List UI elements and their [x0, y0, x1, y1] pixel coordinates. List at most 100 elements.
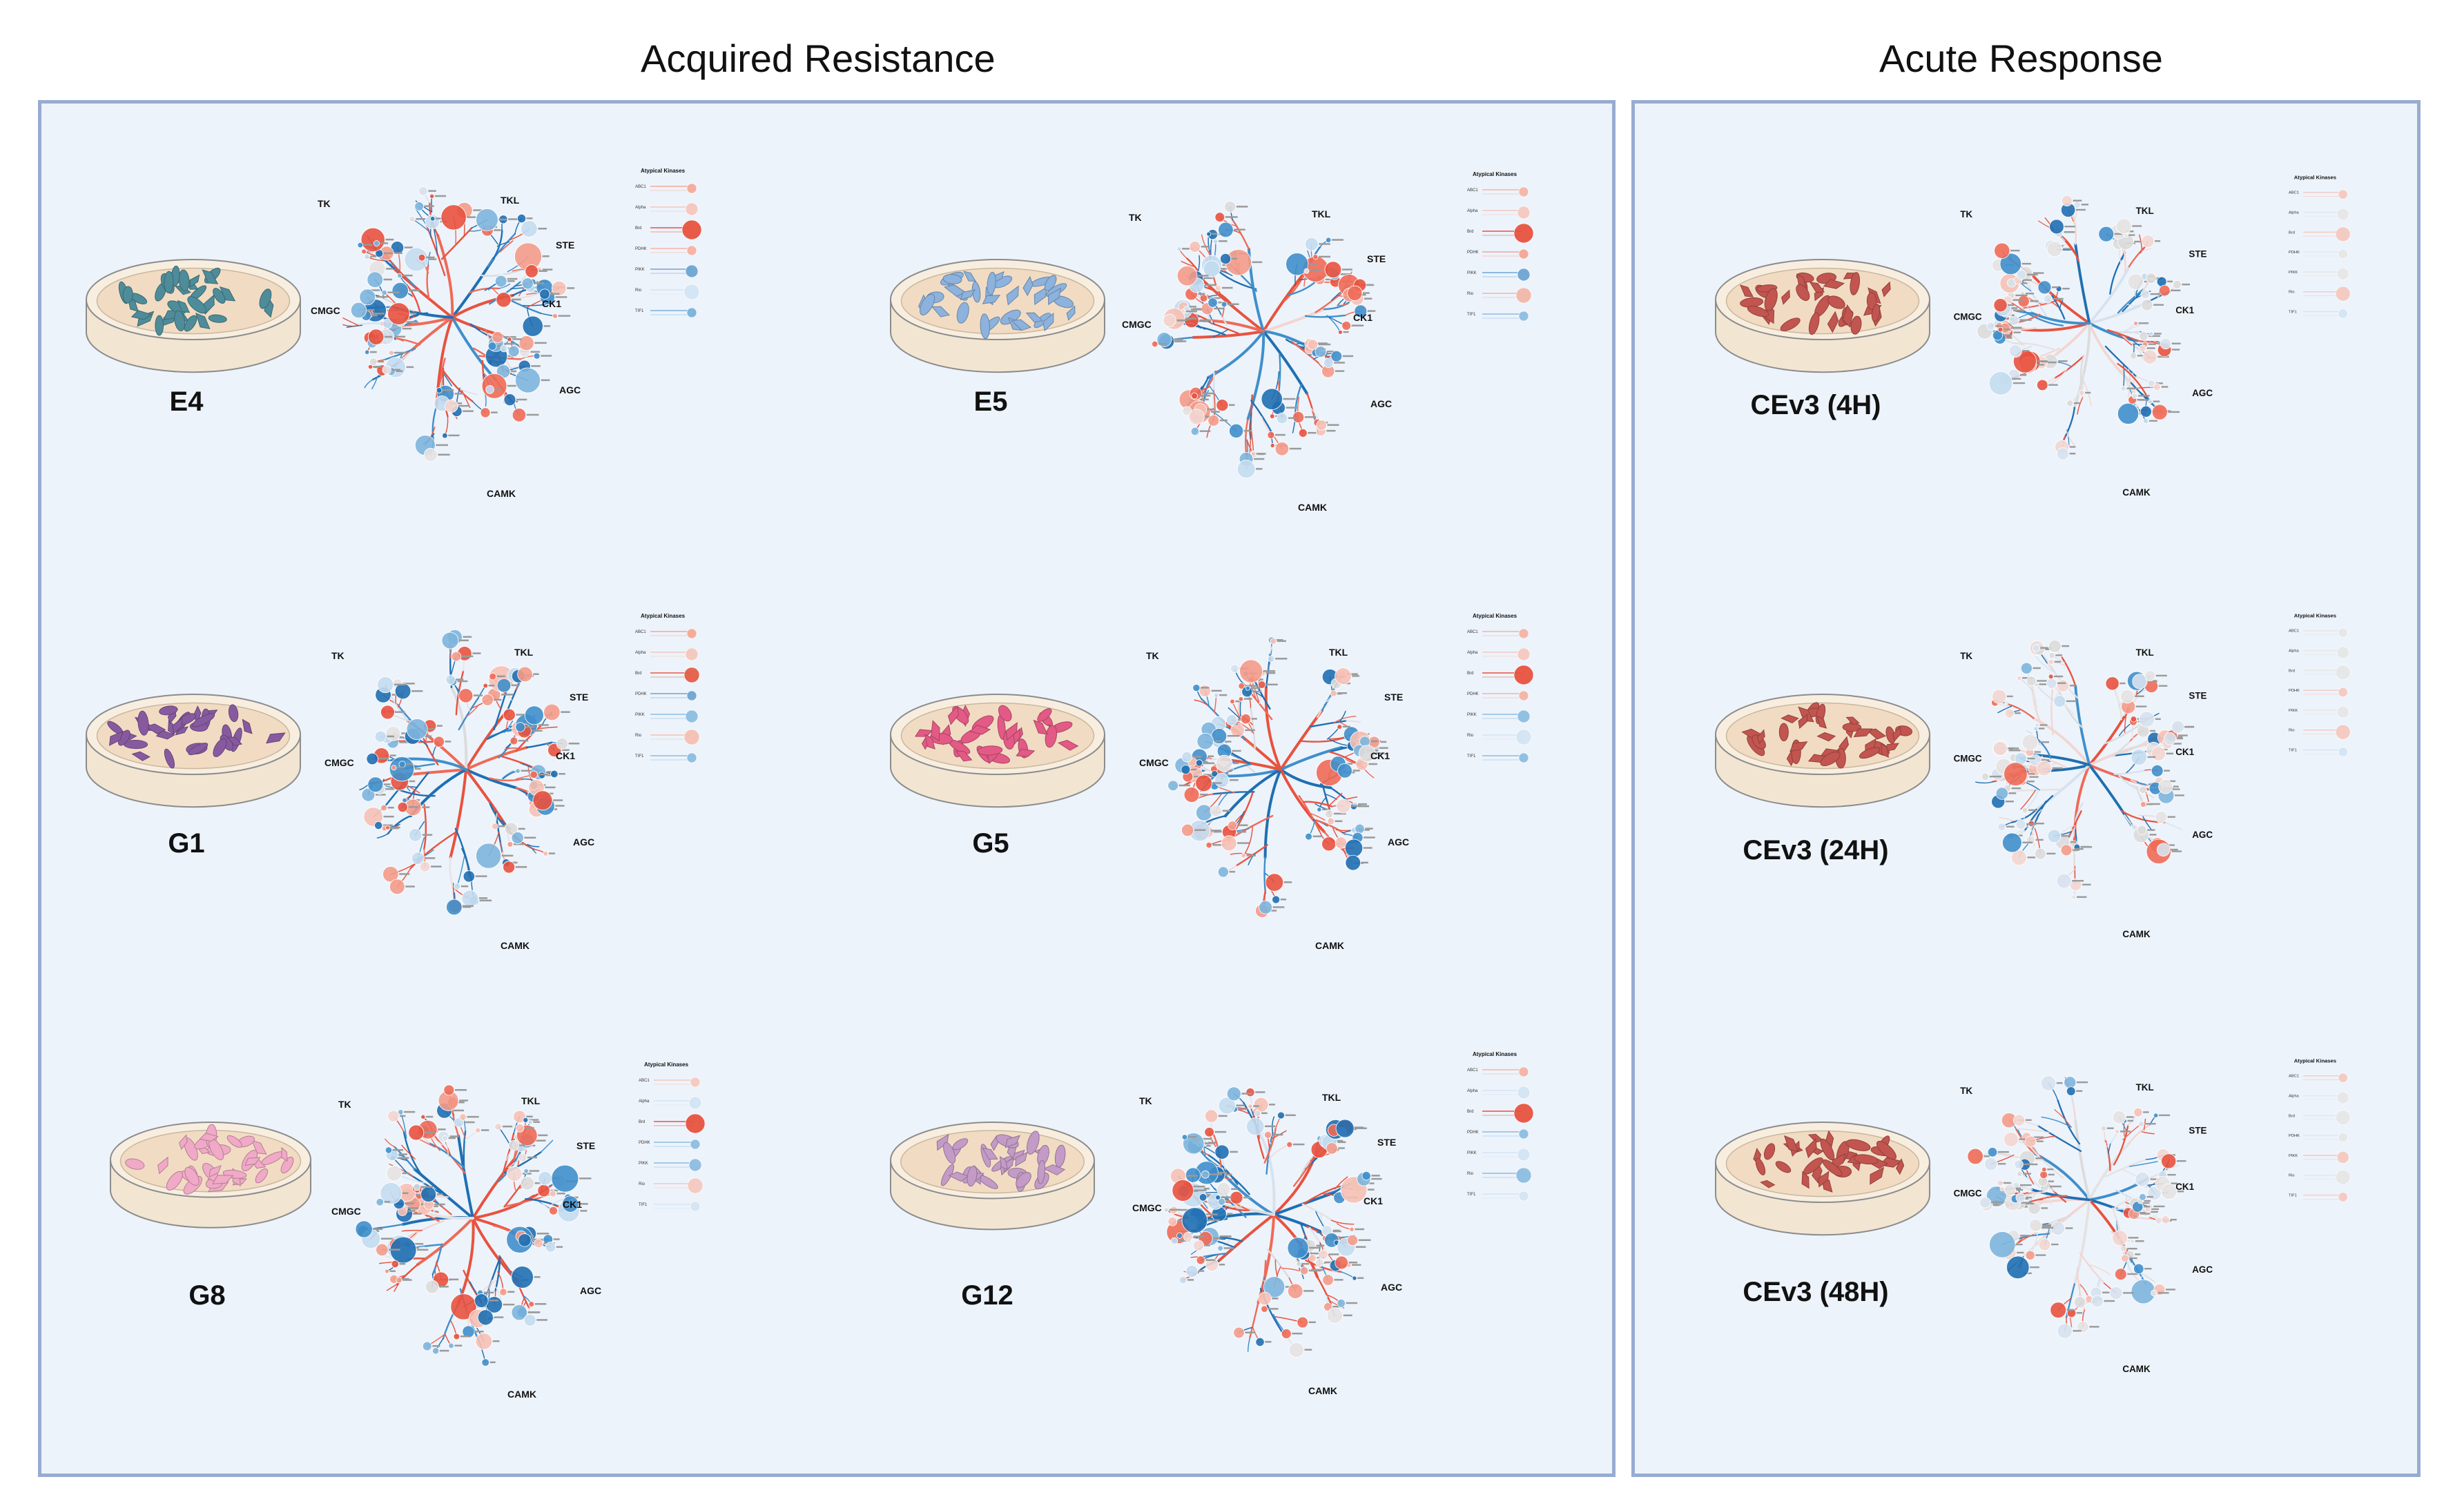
- kinase-node: [1327, 817, 1335, 825]
- kinase-name-mark: [2151, 1208, 2160, 1211]
- kinase-name-mark: [383, 278, 392, 281]
- atypical-row-label-rio: Rio: [635, 734, 642, 738]
- atypical-node-tif1: [1518, 311, 1529, 322]
- kinase-name-mark: [1214, 1131, 1227, 1133]
- kinase-name-mark: [452, 1109, 465, 1112]
- kinase-name-mark: [1237, 842, 1250, 844]
- kinase-name-mark: [526, 217, 533, 219]
- kinase-name-mark: [2171, 342, 2181, 344]
- kinase-name-mark: [394, 683, 406, 686]
- kinase-name-mark: [536, 1319, 547, 1321]
- kinase-name-mark: [2024, 1163, 2033, 1166]
- sample-label-e5: E5: [973, 387, 1008, 417]
- kinase-name-mark: [2041, 1226, 2054, 1229]
- kinase-name-mark: [2148, 343, 2156, 345]
- kinase-name-mark: [1192, 756, 1202, 758]
- kinase-node: [1205, 1258, 1219, 1272]
- atypical-row-label-brd: Brd: [635, 226, 641, 231]
- group-label-tk: TK: [318, 198, 331, 209]
- kinase-name-mark: [2039, 724, 2048, 726]
- kinase-node: [2144, 670, 2156, 681]
- kinase-node: [1312, 254, 1319, 260]
- kinase-node: [2050, 1302, 2067, 1318]
- kinase-name-mark: [1174, 340, 1187, 342]
- kinase-node: [2037, 379, 2048, 391]
- atypical-node-abc1: [2338, 1073, 2348, 1083]
- kinase-name-mark: [385, 787, 393, 790]
- kinase-name-mark: [1370, 740, 1378, 743]
- kinase-node: [2140, 289, 2151, 300]
- group-label-tk: TK: [1139, 1095, 1152, 1106]
- kinase-name-mark: [1201, 246, 1210, 248]
- kinase-name-mark: [2089, 1326, 2099, 1328]
- group-label-ck1: CK1: [563, 1199, 582, 1210]
- kinase-name-mark: [2069, 453, 2076, 455]
- kinase-node: [420, 1114, 426, 1119]
- kinase-node: [2026, 676, 2037, 687]
- kinase-node: [384, 1269, 390, 1274]
- kinase-name-mark: [2008, 750, 2021, 752]
- kinase-name-mark: [2173, 736, 2183, 738]
- kinase-node: [2143, 418, 2149, 424]
- kinase-node: [2139, 1193, 2146, 1201]
- kinase-name-mark: [417, 1249, 429, 1251]
- group-label-cmgc: CMGC: [1954, 1188, 1982, 1199]
- atypical-row-label-pikk: PIKK: [635, 268, 645, 272]
- kinase-name-mark: [2137, 398, 2145, 401]
- kinase-name-mark: [457, 680, 468, 683]
- kinase-name-mark: [467, 216, 476, 218]
- kinase-name-mark: [2037, 364, 2044, 366]
- kinase-name-mark: [1292, 1332, 1303, 1335]
- kinase-name-mark: [504, 342, 516, 345]
- kinase-name-mark: [380, 242, 389, 244]
- atypical-row-label-pdhk: PDHK: [635, 692, 647, 696]
- kinase-node: [1214, 1144, 1230, 1160]
- atypical-row-label-rio: Rio: [1467, 734, 1474, 738]
- kinase-node: [1272, 895, 1281, 904]
- kinase-name-mark: [414, 767, 421, 770]
- kinase-node: [2048, 652, 2055, 659]
- kinase-name-mark: [2132, 225, 2142, 227]
- atypical-row-label-tif1: TIF1: [1467, 754, 1476, 759]
- kinase-node: [549, 1190, 557, 1197]
- atypical-row-label-tif1: TIF1: [1467, 313, 1476, 317]
- kinase-name-mark: [428, 190, 436, 192]
- kinase-name-mark: [532, 730, 543, 732]
- kinase-name-mark: [438, 453, 450, 456]
- kinase-name-mark: [1212, 782, 1222, 784]
- kinase-node: [2032, 644, 2040, 652]
- kinase-name-mark: [2135, 705, 2147, 707]
- kinase-name-mark: [2015, 712, 2021, 714]
- kinase-node: [2138, 1120, 2145, 1128]
- kinase-name-mark: [534, 1182, 541, 1184]
- group-label-ste: STE: [2189, 248, 2206, 259]
- group-label-agc: AGC: [580, 1285, 601, 1296]
- kinase-name-mark: [1280, 898, 1287, 901]
- kinase-name-mark: [1224, 741, 1232, 743]
- kinase-node: [543, 850, 549, 857]
- group-label-ste: STE: [1377, 1137, 1396, 1148]
- kinase-name-mark: [2046, 852, 2056, 855]
- kinase-node: [397, 273, 402, 279]
- group-label-tkl: TKL: [1312, 208, 1331, 219]
- kinome-tree-c4: TK TKL STE CMGC CK1 AGC CAMK: [1954, 195, 2213, 498]
- sample-label-c4: CEv3 (4H): [1750, 390, 1881, 420]
- kinase-name-mark: [1266, 683, 1278, 686]
- kinase-name-mark: [2157, 1292, 2169, 1294]
- kinase-name-mark: [2008, 792, 2017, 794]
- kinase-name-mark: [2041, 759, 2050, 761]
- kinase-name-mark: [1348, 1261, 1358, 1264]
- kinase-node: [2040, 1075, 2057, 1091]
- kinase-name-mark: [1241, 1093, 1252, 1095]
- kinase-node: [376, 1243, 389, 1257]
- kinase-name-mark: [1204, 284, 1216, 286]
- kinase-name-mark: [2004, 1182, 2011, 1184]
- kinase-node: [2109, 1286, 2123, 1300]
- group-label-cmgc: CMGC: [1122, 319, 1152, 330]
- group-label-tkl: TKL: [1322, 1092, 1341, 1103]
- kinase-node: [1181, 751, 1192, 763]
- kinase-name-mark: [1214, 830, 1222, 833]
- atypical-kinases-c48: Atypical Kinases ABC1 Alpha Brd PDHK PIKK Rio T…: [2289, 1058, 2351, 1202]
- atypical-node-alpha: [1517, 206, 1531, 219]
- kinase-name-mark: [1310, 1252, 1319, 1255]
